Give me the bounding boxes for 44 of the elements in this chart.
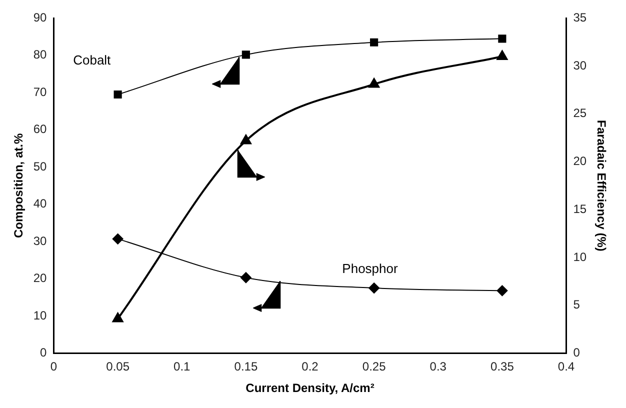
x-tick-label: 0.15 (234, 360, 258, 374)
y-tick-label: 30 (33, 234, 48, 248)
y2-tick-label: 0 (573, 346, 580, 360)
point (496, 50, 508, 60)
point (240, 272, 252, 284)
y-tick-label: 90 (33, 10, 48, 25)
series-label: Phosphor (342, 260, 398, 276)
y2-tick-label: 20 (573, 154, 587, 168)
point (368, 78, 380, 88)
y-tick-label: 20 (33, 271, 48, 286)
y-tick-label: 0 (40, 346, 48, 360)
point (496, 285, 508, 296)
x-tick-label: 0.35 (490, 360, 514, 374)
x-tick-label: 0.2 (302, 360, 319, 374)
point (114, 90, 122, 99)
point (240, 134, 252, 144)
y-axis-title: Composition, at.% (12, 133, 26, 238)
x-tick-label: 0.1 (174, 360, 191, 374)
y-tick-label: 60 (33, 122, 48, 136)
y-tick-label: 10 (33, 308, 48, 322)
point (368, 282, 380, 294)
point (112, 233, 124, 244)
y2-tick-label: 15 (573, 202, 587, 216)
x-tick-label: 0.25 (362, 360, 386, 374)
x-tick-label: 0 (50, 360, 58, 374)
y-tick-label: 80 (33, 48, 48, 62)
y-tick-label: 50 (33, 159, 48, 174)
point (498, 34, 506, 43)
y2-axis-title: Faradaic Efficiency (%) (594, 120, 608, 252)
x-tick-label: 0.4 (558, 360, 575, 374)
y2-tick-label: 10 (573, 250, 587, 264)
y2-tick-label: 25 (573, 106, 587, 120)
x-tick-label: 0.3 (430, 360, 447, 374)
x-tick-label: 0.05 (106, 360, 130, 374)
series-label: Cobalt (73, 52, 112, 68)
x-axis-title: Current Density, A/cm² (246, 381, 374, 396)
y-tick-label: 40 (33, 196, 48, 211)
point (242, 50, 250, 59)
y-tick-label: 70 (33, 84, 48, 99)
point (112, 312, 124, 322)
y2-tick-label: 5 (573, 298, 580, 312)
y2-tick-label: 30 (573, 58, 587, 72)
point (370, 38, 378, 46)
y2-tick-label: 35 (573, 10, 587, 25)
